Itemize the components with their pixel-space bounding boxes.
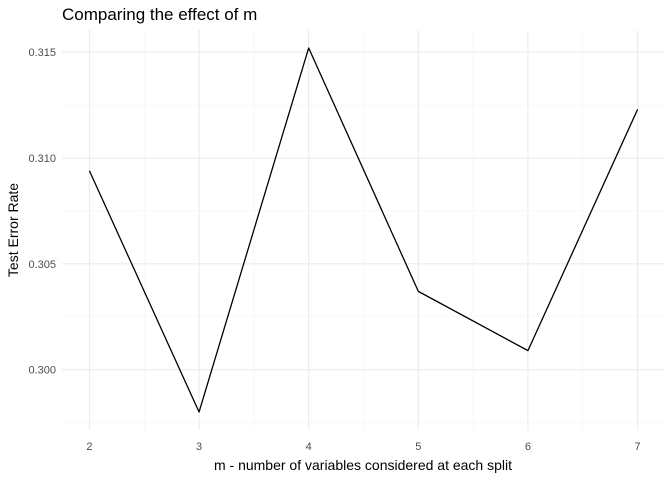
x-axis-title: m - number of variables considered at ea… xyxy=(214,457,512,473)
x-tick-label: 3 xyxy=(196,441,202,453)
chart-title: Comparing the effect of m xyxy=(62,5,257,24)
y-axis-ticks: 0.300 0.305 0.310 0.315 xyxy=(28,47,56,376)
y-tick-label: 0.315 xyxy=(28,47,56,59)
x-tick-label: 4 xyxy=(306,441,312,453)
x-tick-label: 6 xyxy=(525,441,531,453)
y-tick-label: 0.305 xyxy=(28,259,56,271)
x-tick-label: 2 xyxy=(86,441,92,453)
y-axis-title: Test Error Rate xyxy=(5,183,21,277)
grid xyxy=(62,30,665,430)
series-line xyxy=(88,47,639,413)
x-axis-ticks: 2 3 4 5 6 7 xyxy=(86,441,640,453)
y-tick-label: 0.300 xyxy=(28,365,56,377)
x-tick-label: 5 xyxy=(415,441,421,453)
x-tick-label: 7 xyxy=(635,441,641,453)
y-tick-label: 0.310 xyxy=(28,153,56,165)
